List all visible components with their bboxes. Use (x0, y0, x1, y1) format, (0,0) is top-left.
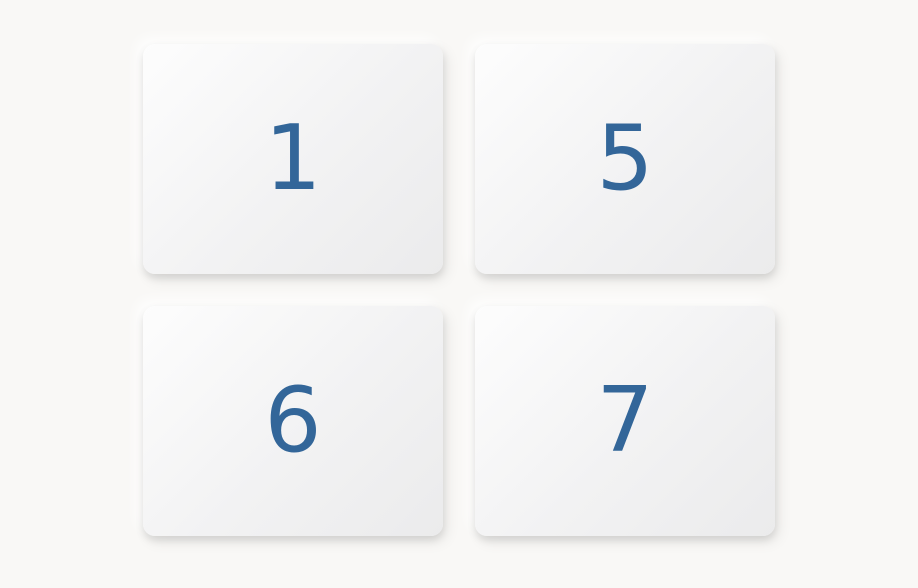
tile-number: 5 (596, 106, 654, 211)
tile-number: 7 (596, 368, 654, 473)
tile-grid: 1 5 6 7 (143, 44, 775, 536)
tile-number: 1 (264, 106, 322, 211)
tile-7[interactable]: 7 (475, 306, 775, 536)
tile-5[interactable]: 5 (475, 44, 775, 274)
tile-number: 6 (264, 368, 322, 473)
tile-1[interactable]: 1 (143, 44, 443, 274)
tile-6[interactable]: 6 (143, 306, 443, 536)
